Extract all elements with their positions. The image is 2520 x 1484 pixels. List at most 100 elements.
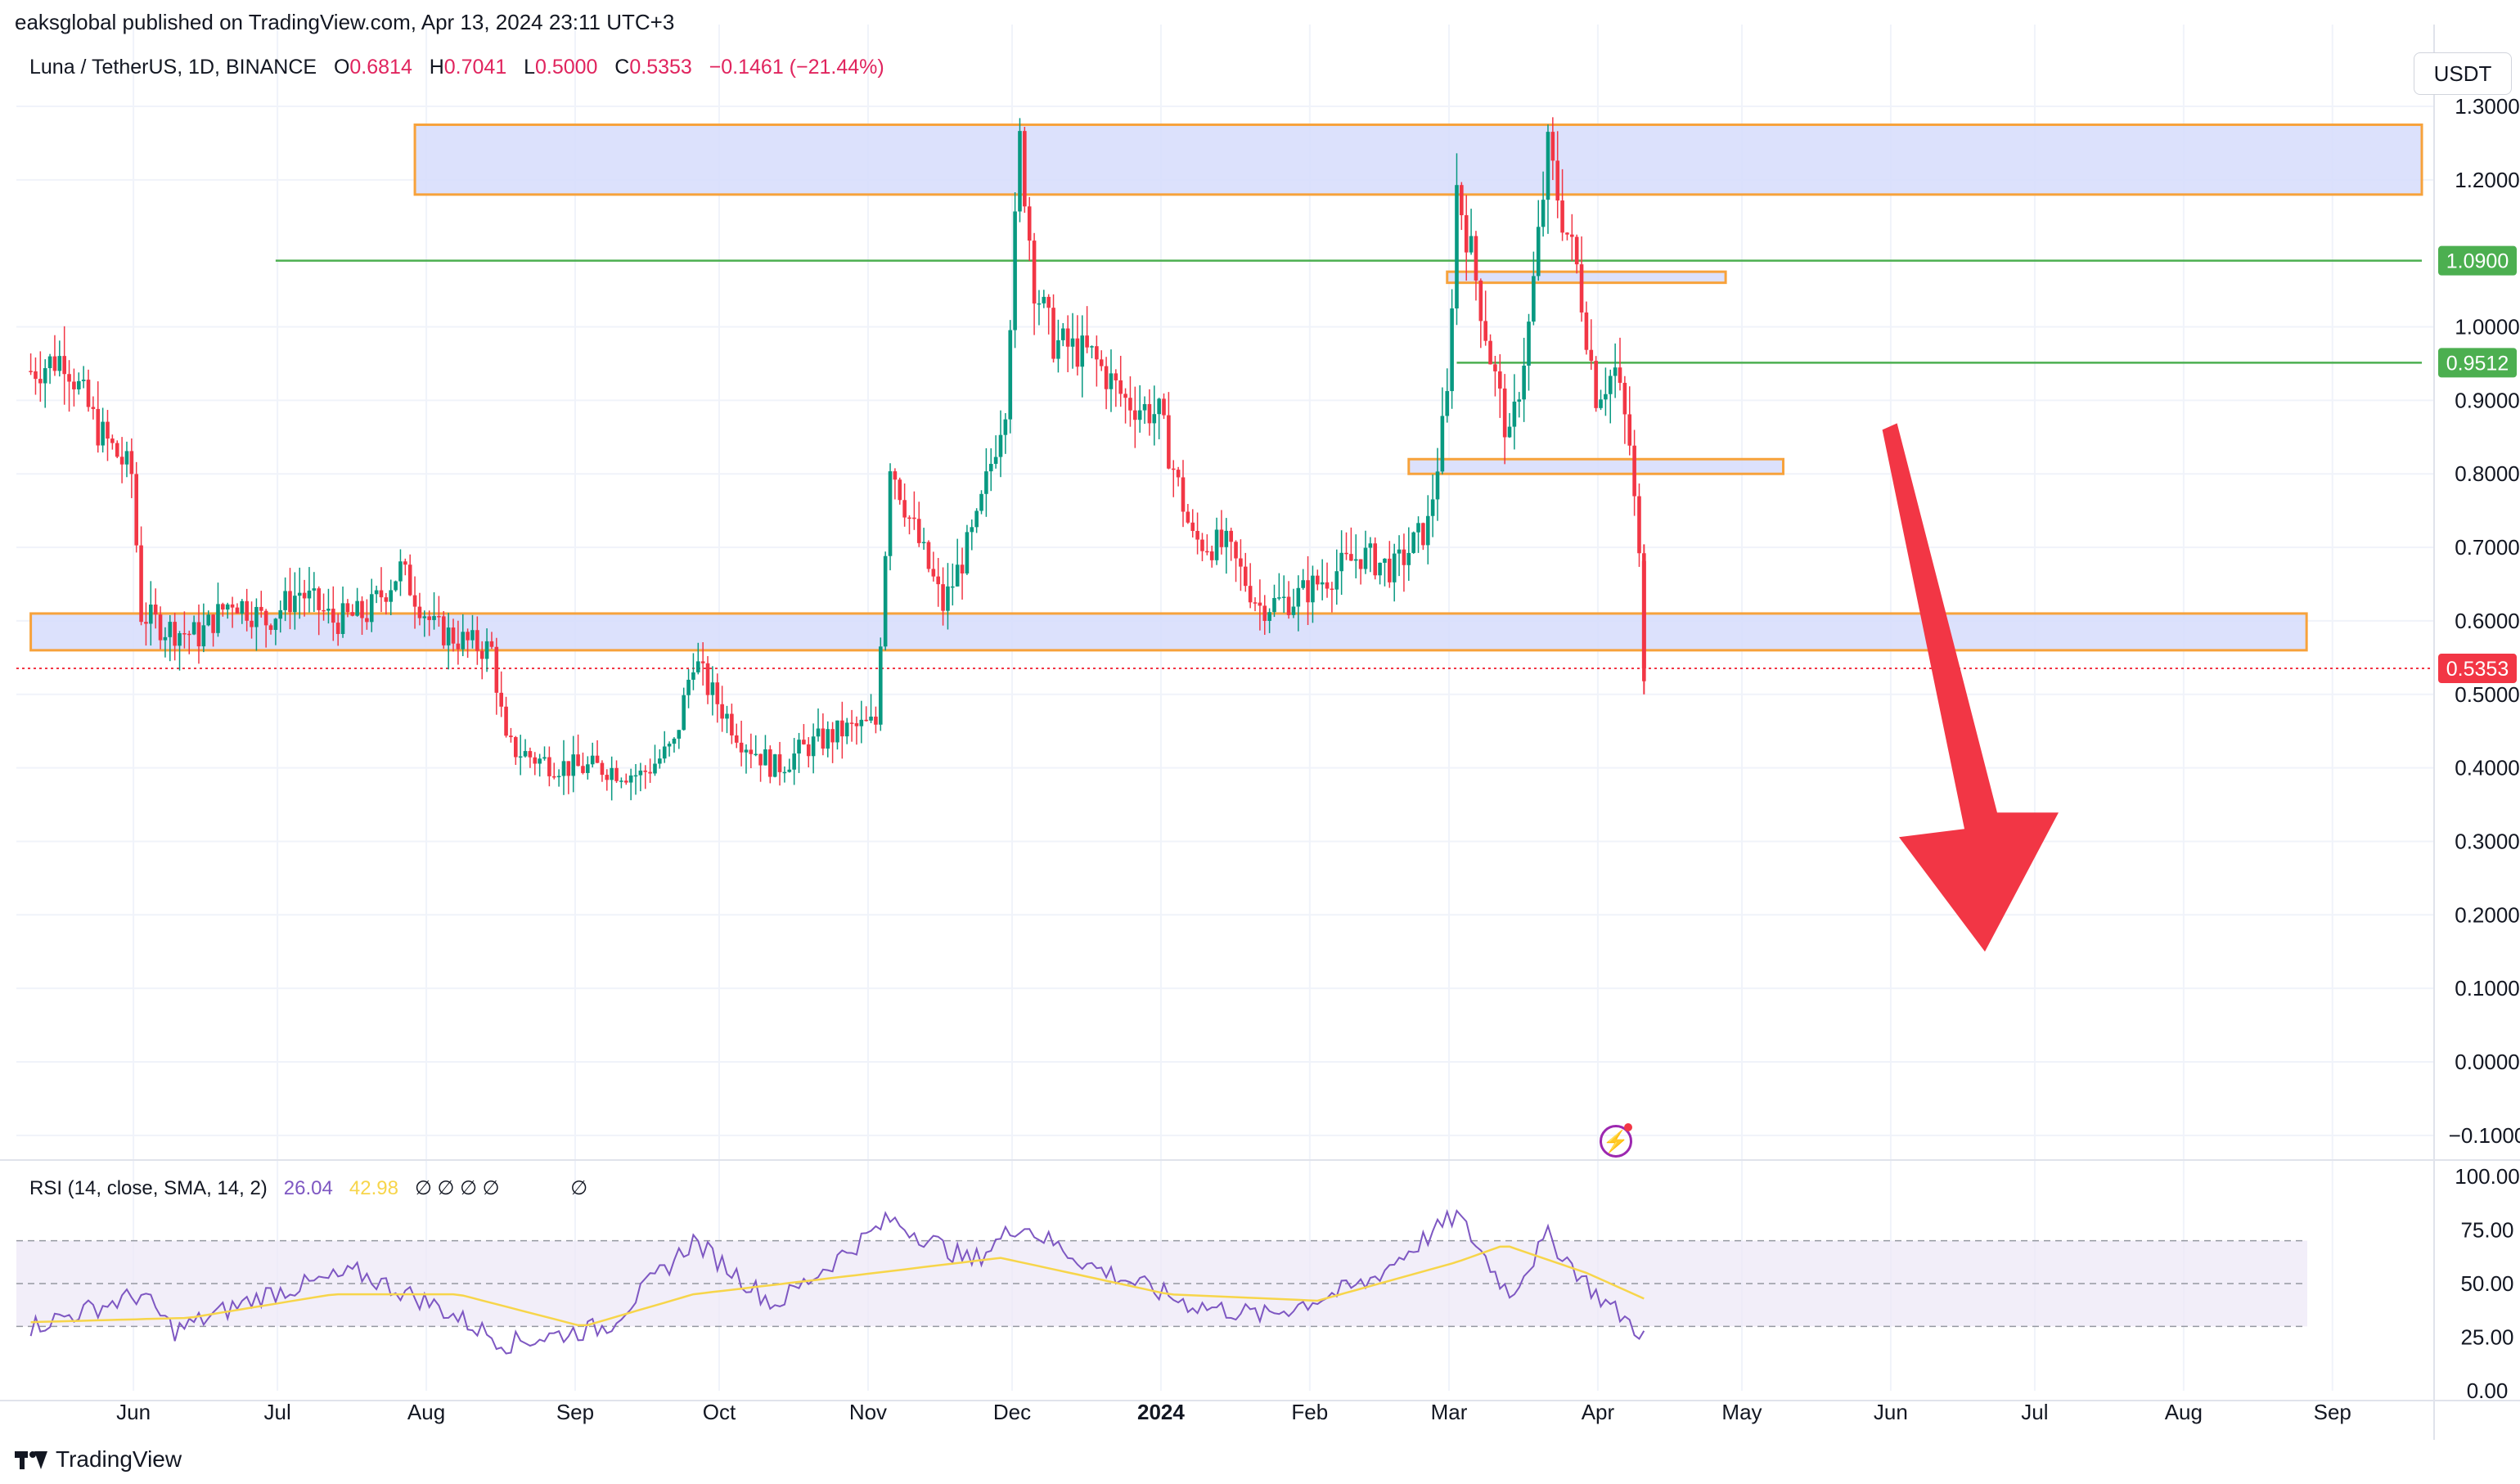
candle-body: [1114, 373, 1118, 380]
candle-body: [484, 641, 489, 659]
price-zone: [1407, 457, 1785, 475]
candle-body: [1570, 234, 1574, 237]
candle-body: [1425, 515, 1430, 546]
candle-body: [250, 620, 254, 627]
candle-body: [432, 616, 436, 620]
candle-body: [1137, 410, 1142, 420]
candle-body: [854, 723, 859, 726]
candle-body: [1060, 328, 1065, 340]
candle-body: [403, 561, 407, 565]
candle-body: [1502, 388, 1507, 438]
candle-body: [461, 632, 466, 650]
symbol-name: Luna / TetherUS, 1D, BINANCE: [29, 56, 317, 79]
candle-body: [1517, 399, 1522, 402]
candle-body: [230, 604, 235, 608]
candle-body: [38, 379, 43, 384]
candle-body: [1195, 530, 1199, 540]
candle-body: [187, 633, 191, 636]
candle-body: [494, 646, 499, 693]
candle-body: [970, 527, 974, 533]
candle-body: [576, 754, 580, 767]
candle-body: [907, 517, 911, 519]
y-tick-label: 0.4000: [2455, 756, 2520, 780]
candle-body: [417, 606, 422, 618]
candle-body: [648, 771, 652, 774]
candle-body: [1632, 445, 1636, 497]
candle-body: [1637, 496, 1641, 554]
candle-body: [1330, 588, 1334, 591]
candle-body: [475, 630, 479, 651]
candle-body: [1219, 529, 1224, 547]
candle-body: [1272, 597, 1276, 613]
candle-body: [1200, 539, 1204, 551]
footer-brand[interactable]: TradingView: [15, 1446, 182, 1473]
candle-body: [1488, 340, 1492, 365]
candle-body: [1349, 554, 1353, 561]
open-label: O: [333, 56, 350, 79]
candle-body: [590, 755, 595, 765]
x-tick-label: Jul: [2021, 1400, 2048, 1424]
candle-body: [407, 564, 412, 596]
candle-body: [571, 754, 576, 776]
candle-body: [547, 757, 551, 776]
candle-body: [1013, 211, 1017, 331]
candle-body: [581, 766, 585, 773]
rsi-sma-line: [30, 1245, 1645, 1327]
candle-body: [1574, 236, 1579, 265]
x-tick-label: Sep: [2314, 1400, 2351, 1424]
open-value: 0.6814: [349, 56, 412, 79]
candle-body: [844, 722, 849, 737]
candle-body: [149, 605, 153, 624]
candle-body: [893, 471, 898, 480]
rsi-extra-value-2: ∅: [570, 1177, 588, 1199]
candle-body: [221, 604, 225, 610]
candle-body: [384, 597, 389, 602]
candle-body: [1229, 530, 1233, 542]
candle-body: [225, 604, 230, 610]
candle-body: [1167, 415, 1171, 469]
candle-body: [763, 749, 767, 766]
price-label-text: 1.0900: [2446, 250, 2509, 273]
candle-body: [1622, 382, 1627, 415]
candle-body: [951, 586, 955, 588]
candle-body: [998, 434, 1003, 457]
candle-body: [556, 776, 561, 778]
candle-body: [1104, 366, 1109, 389]
candle-body: [1599, 399, 1603, 408]
candle-body: [355, 600, 359, 616]
candle-body: [864, 719, 868, 722]
candle-body: [345, 603, 350, 613]
candle-body: [1286, 596, 1291, 615]
rsi-sma-value: 42.98: [349, 1177, 398, 1199]
candle-body: [614, 767, 619, 781]
candle-body: [173, 622, 177, 646]
flash-icon[interactable]: ⚡: [1600, 1125, 1632, 1158]
currency-button[interactable]: USDT: [2414, 52, 2512, 95]
candle-body: [297, 592, 302, 596]
candle-body: [1277, 597, 1281, 599]
candle-body: [1171, 468, 1176, 470]
candle-body: [993, 456, 998, 465]
down-arrow: [1882, 423, 2059, 952]
candle-body: [1152, 414, 1157, 424]
candle-body: [758, 753, 763, 766]
candle-body: [283, 591, 287, 610]
candle-body: [586, 764, 590, 773]
candle-body: [561, 761, 566, 776]
candle-body: [263, 610, 268, 626]
candle-body: [470, 630, 475, 641]
candle-body: [394, 581, 398, 591]
candle-body: [1493, 364, 1497, 371]
x-tick-label: May: [1721, 1400, 1762, 1424]
candle-body: [1296, 587, 1301, 607]
candle-body: [479, 650, 484, 659]
candle-body: [1243, 566, 1248, 587]
candle-body: [772, 754, 777, 777]
candle-body: [797, 740, 801, 754]
candle-body: [643, 770, 648, 772]
candle-body: [1608, 375, 1613, 394]
candle-body: [168, 622, 173, 637]
candle-body: [623, 780, 628, 783]
candle-body: [1584, 312, 1589, 350]
